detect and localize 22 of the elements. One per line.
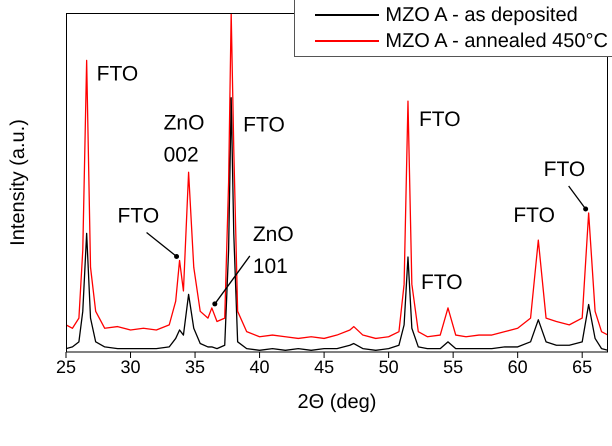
x-tick-label: 65 [572,356,592,377]
annotation: FTO [544,158,586,182]
x-tick-label: 35 [185,356,206,377]
annotation: FTO [420,270,463,294]
annotation: FTO [96,62,138,86]
x-tick-label: 30 [120,356,141,377]
annotation: ZnO 101 [252,222,294,278]
x-tick-label: 60 [508,356,528,377]
legend-label: MZO A - annealed 450°C [385,29,608,54]
annotation: FTO [513,204,555,228]
x-tick-label: 40 [250,356,270,377]
x-tick-label: 45 [314,356,334,377]
annotation: ZnO 002 [164,111,204,166]
x-axis-title: 2Θ (deg) [298,391,376,413]
x-tick-label: 50 [378,356,399,377]
annotation: FTO [418,108,461,132]
x-tick-label: 25 [56,356,76,377]
annotation: FTO [243,113,285,136]
legend-label: MZO A - as deposited [385,3,578,28]
y-axis-title: Intensity (a.u.) [7,119,29,246]
annotation: FTO [118,204,160,228]
x-tick-label: 55 [443,356,464,377]
